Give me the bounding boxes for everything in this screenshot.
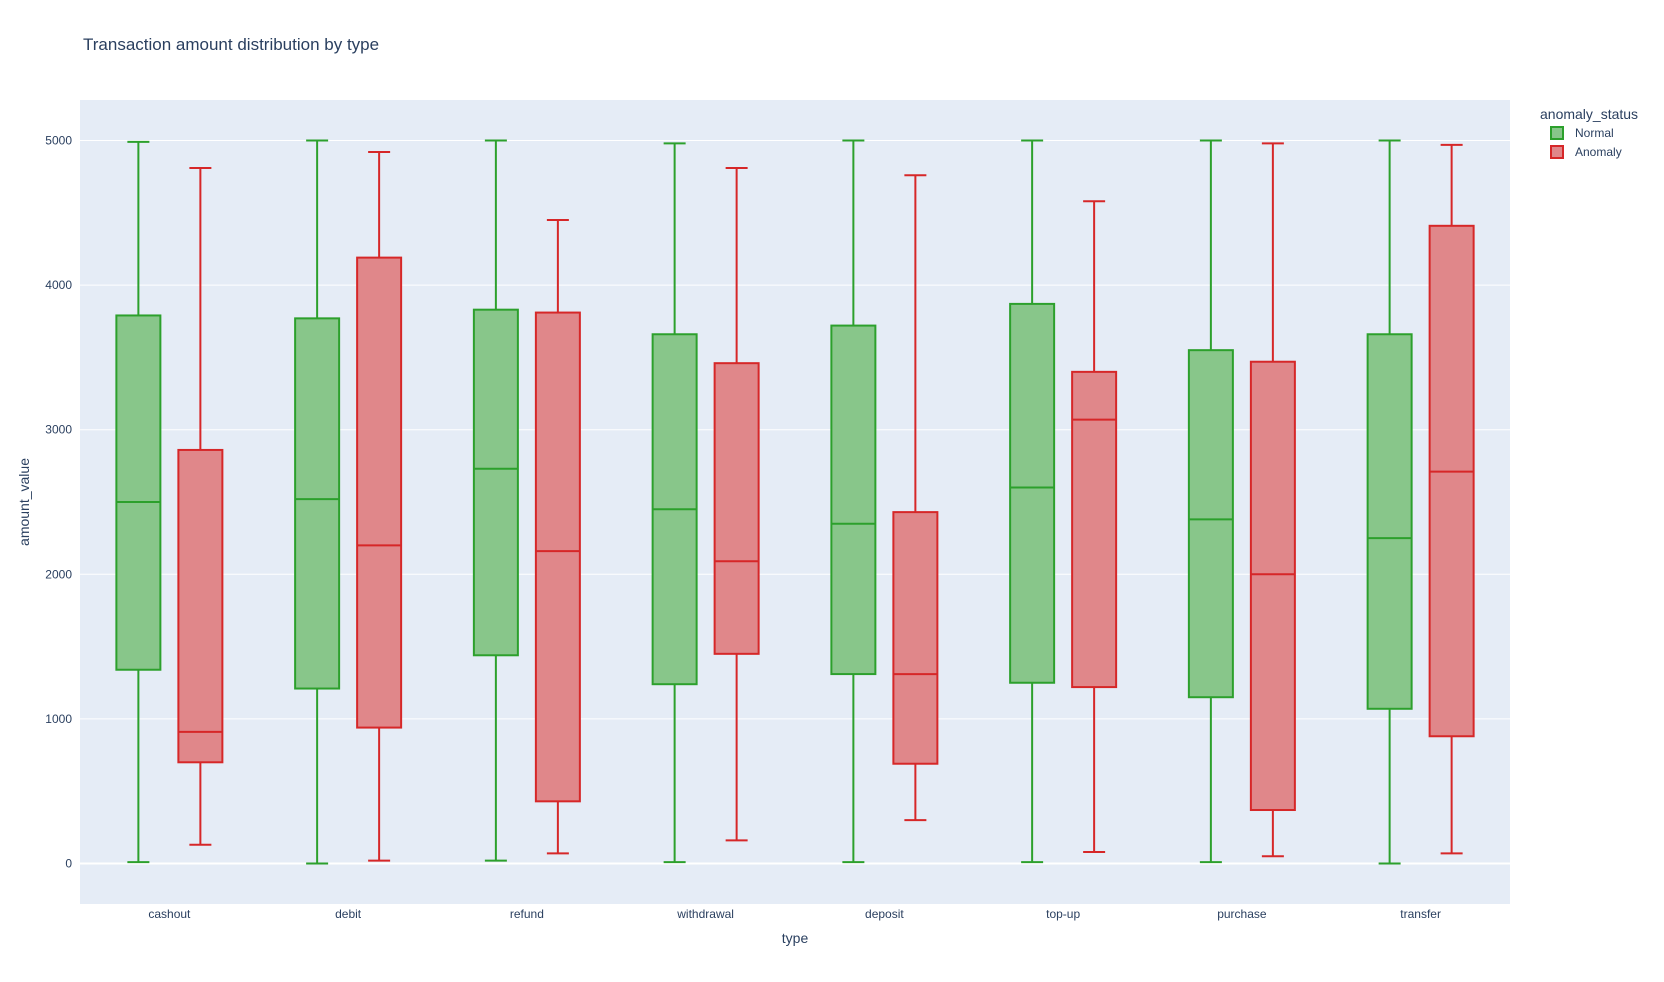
iqr-box: [830, 324, 877, 676]
box-anomaly-refund: [534, 219, 581, 855]
box-normal-cashout: [115, 140, 162, 864]
y-tick-label: 4000: [45, 278, 72, 292]
x-tick-label: refund: [510, 907, 544, 921]
y-axis-ticks: 0 1000 2000 3000 4000 5000: [45, 133, 72, 870]
legend-label: Normal: [1575, 126, 1614, 140]
iqr-box: [1187, 349, 1234, 699]
iqr-box: [1249, 360, 1296, 812]
box-plot-boxes: [115, 139, 1475, 865]
box-normal-refund: [472, 139, 519, 862]
iqr-box: [1009, 302, 1056, 684]
box-anomaly-purchase: [1249, 142, 1296, 858]
y-tick-label: 5000: [45, 133, 72, 147]
chart-title: Transaction amount distribution by type: [83, 35, 379, 54]
legend: anomaly_status Normal Anomaly: [1540, 106, 1638, 159]
box-anomaly-top-up: [1071, 200, 1118, 853]
legend-title: anomaly_status: [1540, 106, 1638, 122]
x-tick-label: transfer: [1400, 907, 1441, 921]
box-normal-deposit: [830, 139, 877, 864]
iqr-box: [472, 308, 519, 657]
x-tick-label: deposit: [865, 907, 904, 921]
y-tick-label: 3000: [45, 423, 72, 437]
iqr-box: [1366, 333, 1413, 710]
box-normal-top-up: [1009, 139, 1056, 864]
x-tick-label: cashout: [148, 907, 191, 921]
box-anomaly-debit: [356, 151, 403, 862]
iqr-box: [177, 448, 224, 764]
box-anomaly-transfer: [1428, 143, 1475, 855]
iqr-box: [294, 317, 341, 690]
x-axis-title: type: [782, 930, 809, 946]
box-anomaly-cashout: [177, 166, 224, 846]
box-normal-withdrawal: [651, 142, 698, 864]
legend-label: Anomaly: [1575, 145, 1622, 159]
y-tick-label: 0: [65, 857, 72, 871]
x-tick-label: top-up: [1046, 907, 1080, 921]
x-tick-label: debit: [335, 907, 362, 921]
iqr-box: [356, 256, 403, 729]
box-normal-transfer: [1366, 139, 1413, 865]
legend-swatch: [1550, 145, 1564, 159]
legend-item-anomaly[interactable]: Anomaly: [1550, 145, 1622, 159]
box-anomaly-withdrawal: [713, 166, 760, 842]
box-normal-debit: [294, 139, 341, 865]
legend-item-normal[interactable]: Normal: [1550, 126, 1614, 140]
iqr-box: [534, 311, 581, 803]
y-tick-label: 1000: [45, 712, 72, 726]
iqr-box: [1071, 370, 1118, 689]
iqr-box: [115, 314, 162, 671]
iqr-box: [713, 362, 760, 655]
legend-swatch: [1550, 126, 1564, 140]
y-tick-label: 2000: [45, 567, 72, 581]
x-tick-label: withdrawal: [676, 907, 734, 921]
box-normal-purchase: [1187, 139, 1234, 864]
x-tick-label: purchase: [1217, 907, 1267, 921]
y-axis-title: amount_value: [16, 458, 32, 546]
box-anomaly-deposit: [892, 174, 939, 822]
iqr-box: [892, 511, 939, 765]
x-axis-ticks: cashout debit refund withdrawal deposit top-u…: [148, 907, 1441, 921]
iqr-box: [1428, 224, 1475, 738]
